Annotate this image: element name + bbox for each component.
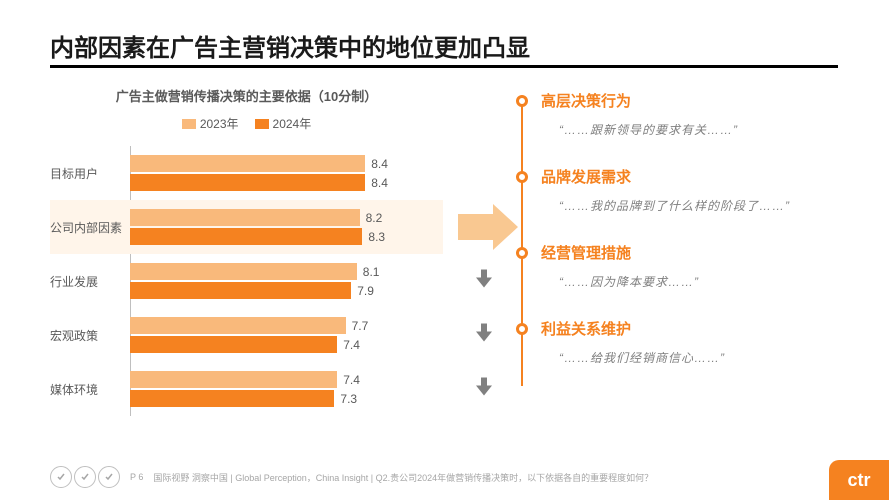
point-title: 高层决策行为 <box>541 90 839 111</box>
bar-pair: 8.17.9 <box>130 254 443 308</box>
chart-title: 广告主做营销传播决策的主要依据（10分制） <box>50 86 443 105</box>
bar-2023: 8.4 <box>130 155 365 172</box>
bar-2023: 7.4 <box>130 371 337 388</box>
bar-value: 7.4 <box>343 373 360 387</box>
bar-pair: 7.7 7.4 <box>130 308 443 362</box>
bar-value: 8.3 <box>368 230 385 244</box>
bar-2024: 7.3 <box>130 390 334 407</box>
bar-value: 8.4 <box>371 157 388 171</box>
category-label: 宏观政策 <box>50 327 130 344</box>
category-label: 公司内部因素 <box>50 219 130 236</box>
points-area: 高层决策行为 “……跟新领导的要求有关……” 品牌发展需求 “……我的品牌到了什么样的… <box>513 86 839 416</box>
badge-icon <box>98 466 120 488</box>
bar-group: 目标用户8.48.4 <box>50 146 443 200</box>
point-group: 利益关系维护 “……给我们经销商信心……” <box>513 318 839 366</box>
bar-value: 7.3 <box>340 392 357 406</box>
chart-area: 广告主做营销传播决策的主要依据（10分制） 2023年2024年 目标用户8.4… <box>50 86 443 416</box>
point-title: 品牌发展需求 <box>541 166 839 187</box>
bar-value: 8.1 <box>363 265 380 279</box>
bar-value: 7.9 <box>357 284 374 298</box>
point-title: 利益关系维护 <box>541 318 839 339</box>
bar-value: 8.4 <box>371 176 388 190</box>
footer-badges <box>50 466 120 488</box>
bar-pair: 7.47.3 <box>130 362 443 416</box>
category-label: 目标用户 <box>50 165 130 182</box>
bar-value: 8.2 <box>366 211 383 225</box>
bar-group: 公司内部因素8.28.3 <box>50 200 443 254</box>
bullet-dot-icon <box>516 247 528 259</box>
arrow-down-icon <box>473 268 495 295</box>
legend-label: 2024年 <box>273 115 312 132</box>
page-number: P 6 <box>130 472 143 482</box>
bar-2024: 8.4 <box>130 174 365 191</box>
bar-2024: 7.9 <box>130 282 351 299</box>
point-group: 经营管理措施 “……因为降本要求……” <box>513 242 839 290</box>
bar-2024: 7.4 <box>130 336 337 353</box>
bar-pair: 8.2 8.3 <box>130 200 443 254</box>
badge-icon <box>50 466 72 488</box>
badge-icon <box>74 466 96 488</box>
bar-group: 宏观政策7.77.4 <box>50 308 443 362</box>
content-row: 广告主做营销传播决策的主要依据（10分制） 2023年2024年 目标用户8.4… <box>50 86 839 416</box>
footer-text: 国际视野 洞察中国 | Global Perception，China Insi… <box>153 471 653 484</box>
point-group: 品牌发展需求 “……我的品牌到了什么样的阶段了……” <box>513 166 839 214</box>
legend-swatch <box>255 119 269 129</box>
bar-2024: 8.3 <box>130 228 362 245</box>
highlight-arrow-icon <box>458 204 518 250</box>
ctr-logo: ctr <box>829 460 889 500</box>
legend-item: 2023年 <box>182 115 239 132</box>
arrow-down-icon <box>473 322 495 349</box>
point-group: 高层决策行为 “……跟新领导的要求有关……” <box>513 90 839 138</box>
legend-item: 2024年 <box>255 115 312 132</box>
category-label: 媒体环境 <box>50 381 130 398</box>
point-quote: “……我的品牌到了什么样的阶段了……” <box>541 197 839 214</box>
legend-swatch <box>182 119 196 129</box>
point-quote: “……因为降本要求……” <box>541 273 839 290</box>
point-quote: “……给我们经销商信心……” <box>541 349 839 366</box>
bar-2023: 7.7 <box>130 317 346 334</box>
bar-group: 媒体环境7.47.3 <box>50 362 443 416</box>
title-underline <box>50 65 838 68</box>
bullet-dot-icon <box>516 95 528 107</box>
bullet-dot-icon <box>516 323 528 335</box>
bars-container: 目标用户8.48.4公司内部因素8.28.3行业发展8.17.9宏观政策7.77… <box>50 146 443 416</box>
category-label: 行业发展 <box>50 273 130 290</box>
bar-value: 7.4 <box>343 338 360 352</box>
arrow-down-icon <box>473 376 495 403</box>
footer: P 6 国际视野 洞察中国 | Global Perception，China … <box>50 466 839 488</box>
bar-2023: 8.2 <box>130 209 360 226</box>
bullet-dot-icon <box>516 171 528 183</box>
bar-group: 行业发展8.17.9 <box>50 254 443 308</box>
bar-pair: 8.4 8.4 <box>130 146 443 200</box>
bar-2023: 8.1 <box>130 263 357 280</box>
point-quote: “……跟新领导的要求有关……” <box>541 121 839 138</box>
logo-text: ctr <box>847 470 870 491</box>
bar-value: 7.7 <box>352 319 369 333</box>
chart-legend: 2023年 2024年 <box>50 115 443 132</box>
legend-label: 2023年 <box>200 115 239 132</box>
point-title: 经营管理措施 <box>541 242 839 263</box>
slide-title: 内部因素在广告主营销决策中的地位更加凸显 <box>50 28 839 63</box>
